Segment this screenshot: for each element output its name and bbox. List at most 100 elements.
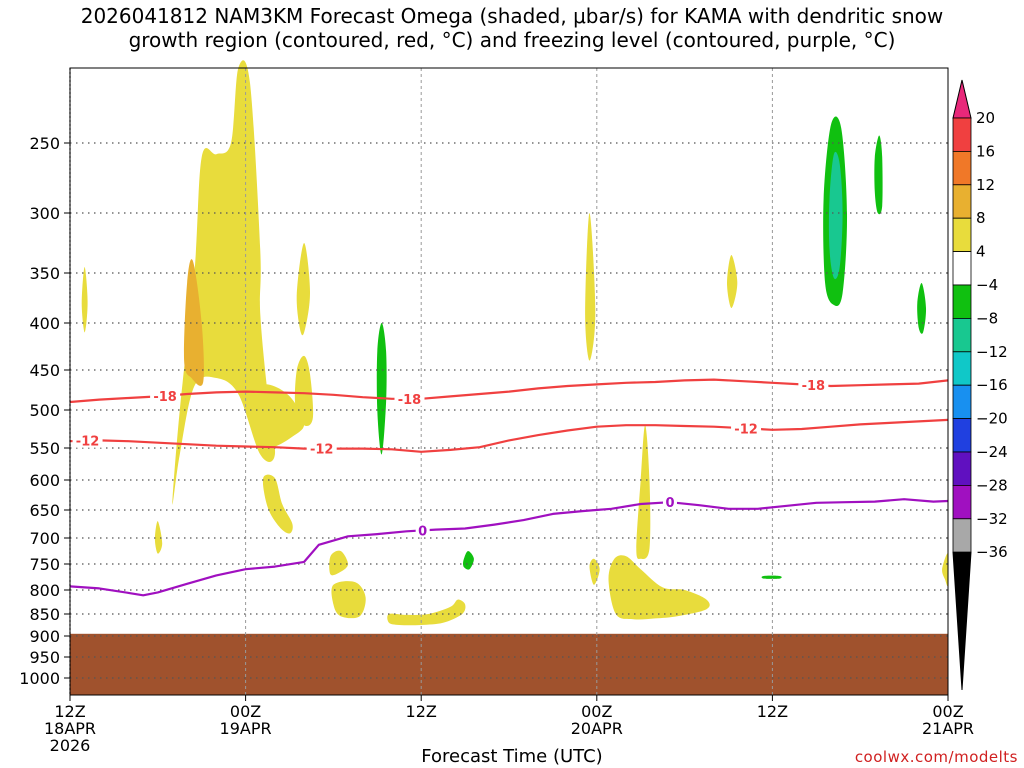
x-tick-label-36-0: 00Z (581, 702, 612, 721)
colorbar-label-10: −24 (976, 443, 1008, 461)
colorbar-bottom-arrow (952, 551, 972, 691)
omega-region-4 (262, 474, 293, 534)
x-tick-label-0-0: 12Z (54, 702, 85, 721)
colorbar-segment-7 (952, 317, 972, 353)
contour-minus18-label-2: -18 (802, 379, 826, 394)
x-tick-label-60-1: 21APR (922, 719, 974, 738)
omega-region-14 (636, 425, 651, 560)
colorbar-segment-12 (952, 484, 972, 520)
omega-region-18 (462, 550, 474, 570)
chart-title: 2026041812 NAM3KM Forecast Omega (shaded… (0, 4, 1024, 52)
x-axis-label: Forecast Time (UTC) (421, 746, 603, 767)
x-tick-label-0-2: 2026 (50, 736, 91, 755)
contour-minus12-label-2: -12 (734, 422, 758, 437)
omega-region-15 (727, 255, 738, 308)
freezing-level-label-0: 0 (418, 524, 427, 539)
terrain-fill (70, 633, 948, 695)
colorbar-label-2: 12 (976, 176, 995, 194)
x-tick-label-12-0: 00Z (230, 702, 261, 721)
omega-region-2 (294, 355, 314, 427)
contour-minus18-label-0: -18 (153, 390, 177, 405)
contour-minus12-label-1: -12 (310, 443, 334, 458)
y-tick-label-450: 450 (29, 361, 60, 380)
y-tick-label-300: 300 (29, 204, 60, 223)
credit-text: coolwx.com/modelts (854, 748, 1018, 766)
x-tick-label-48-0: 12Z (757, 702, 788, 721)
x-tick-label-36-1: 20APR (571, 719, 623, 738)
omega-region-8 (329, 550, 348, 576)
omega-region-5 (296, 243, 310, 336)
colorbar-segment-8 (952, 351, 972, 386)
x-tick-label-0-1: 18APR (44, 719, 96, 738)
omega-region-16 (942, 553, 949, 587)
contour-minus18-label-bg-1 (394, 391, 425, 406)
colorbar-label-1: 16 (976, 142, 995, 160)
contour-minus12-label-bg-2 (731, 421, 762, 436)
colorbar-label-13: −36 (976, 543, 1008, 561)
x-tick-label-12-1: 19APR (220, 719, 272, 738)
colorbar-label-5: −4 (976, 276, 998, 294)
colorbar-label-11: −28 (976, 476, 1008, 494)
title-line-2: growth region (contoured, red, °C) and f… (128, 28, 896, 52)
omega-region-13 (608, 555, 710, 620)
colorbar-label-8: −16 (976, 376, 1008, 394)
freezing-level-label-bg-0 (415, 523, 430, 538)
y-tick-label-1000: 1000 (19, 669, 60, 688)
freezing-level-line (69, 498, 949, 597)
y-tick-label-850: 850 (29, 605, 60, 624)
colorbar-top-arrow (952, 79, 972, 119)
y-tick-label-700: 700 (29, 529, 60, 548)
freezing-level-label-1: 0 (665, 496, 674, 511)
y-tick-label-250: 250 (29, 134, 60, 153)
omega-region-23 (917, 282, 927, 334)
y-tick-label-600: 600 (29, 471, 60, 490)
contour-minus12-label-bg-1 (306, 441, 337, 456)
colorbar-segment-9 (952, 384, 972, 420)
colorbar-label-0: 20 (976, 109, 995, 127)
ground-layer (70, 633, 948, 695)
contour-minus18-label-bg-2 (798, 378, 829, 393)
omega-region-7 (154, 521, 163, 554)
colorbar-label-12: −32 (976, 510, 1008, 528)
colorbar-segment-6 (952, 284, 972, 319)
x-tick-label-60-0: 00Z (932, 702, 963, 721)
omega-regions (70, 60, 949, 695)
x-tick-label-24-0: 12Z (406, 702, 437, 721)
y-tick-label-350: 350 (29, 264, 60, 283)
omega-region-19 (761, 575, 782, 579)
colorbar-segment-5 (952, 251, 972, 286)
title-line-1: 2026041812 NAM3KM Forecast Omega (shaded… (80, 4, 944, 28)
y-tick-label-550: 550 (29, 439, 60, 458)
colorbar-segment-2 (952, 150, 972, 186)
colorbar-label-7: −12 (976, 343, 1008, 361)
colorbar-segment-1 (952, 117, 972, 152)
colorbar-label-6: −8 (976, 309, 998, 327)
colorbar-segment-3 (952, 184, 972, 219)
omega-region-10 (387, 599, 466, 626)
y-tick-label-900: 900 (29, 627, 60, 646)
colorbar-segment-13 (952, 518, 972, 553)
colorbar-label-3: 8 (976, 209, 986, 227)
omega-region-1 (242, 382, 305, 448)
freezing-level-label-bg-1 (662, 495, 677, 510)
contour-minus12-line (69, 418, 949, 453)
y-tick-label-750: 750 (29, 555, 60, 574)
omega-region-22 (874, 135, 883, 215)
contour-minus12-label-bg-0 (72, 433, 103, 448)
colorbar-label-4: 4 (976, 243, 986, 261)
contour-minus18-label-1: -18 (398, 393, 422, 408)
contour-minus12-label-0: -12 (76, 435, 100, 450)
colorbar-segment-4 (952, 217, 972, 252)
colorbar-label-9: −20 (976, 410, 1008, 428)
axes: 250 300 350 400 450 500 550 600 650 700 750 800 850 9… (19, 67, 974, 755)
omega-region-9 (331, 581, 366, 619)
omega-region-3 (183, 259, 204, 386)
y-tick-label-800: 800 (29, 581, 60, 600)
y-tick-label-650: 650 (29, 501, 60, 520)
contour-minus18-label-bg-0 (150, 388, 181, 403)
y-tick-label-950: 950 (29, 648, 60, 667)
omega-region-6 (81, 267, 88, 333)
colorbar: 20 16 12 8 4 −4 −8 −12 −16 −20 −24 −28 −32 −36 (952, 79, 1008, 691)
y-tick-label-400: 400 (29, 314, 60, 333)
